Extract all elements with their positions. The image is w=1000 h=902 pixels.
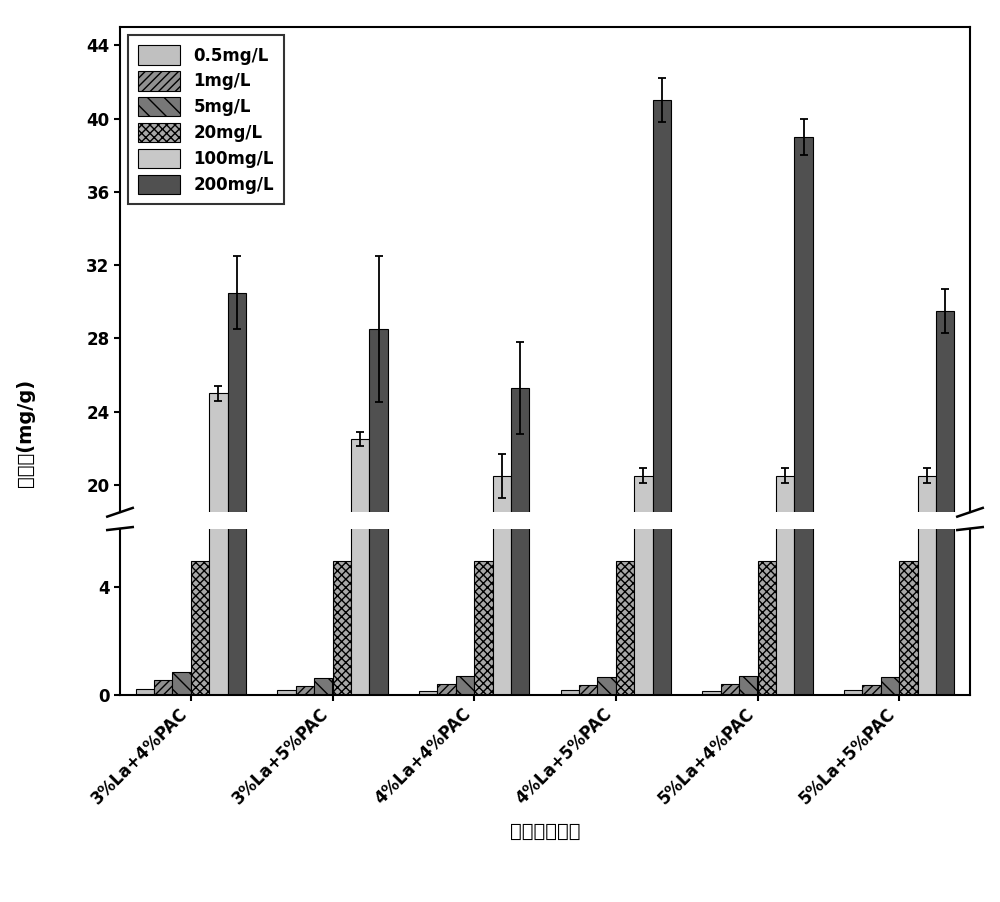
Bar	[209, 25, 228, 695]
Bar	[899, 759, 918, 851]
Bar	[437, 844, 456, 851]
Bar	[314, 840, 332, 851]
Bar	[794, 0, 813, 695]
Bar	[918, 146, 936, 695]
Bar	[296, 686, 314, 695]
Bar	[561, 848, 579, 851]
Bar	[172, 672, 191, 695]
Bar	[561, 690, 579, 695]
Bar	[758, 759, 776, 851]
Bar	[634, 146, 653, 695]
Bar	[154, 841, 172, 851]
Bar	[136, 689, 154, 695]
Bar	[493, 146, 511, 695]
Bar	[597, 839, 616, 851]
Bar	[936, 311, 954, 851]
Bar	[209, 393, 228, 851]
Bar	[456, 676, 474, 695]
Bar	[899, 561, 918, 695]
Bar	[881, 677, 899, 695]
Bar	[493, 475, 511, 851]
Bar	[369, 329, 388, 851]
Bar	[456, 838, 474, 851]
Bar	[862, 685, 881, 695]
Bar	[511, 17, 529, 695]
Bar	[579, 686, 597, 695]
Bar	[844, 848, 862, 851]
Bar	[419, 691, 437, 695]
Bar	[702, 848, 721, 851]
Bar	[776, 146, 794, 695]
Bar	[474, 759, 493, 851]
Bar	[191, 759, 209, 851]
Bar	[616, 759, 634, 851]
Bar	[918, 475, 936, 851]
X-axis label: 锶铝添加比例: 锶铝添加比例	[510, 822, 580, 841]
Bar	[616, 561, 634, 695]
Bar	[579, 844, 597, 851]
Bar	[332, 759, 351, 851]
Bar	[351, 92, 369, 695]
Bar	[721, 844, 739, 851]
Bar	[437, 685, 456, 695]
Bar	[351, 439, 369, 851]
Bar	[419, 848, 437, 851]
Bar	[936, 0, 954, 695]
Bar	[191, 561, 209, 695]
Bar	[228, 0, 246, 695]
Bar	[881, 839, 899, 851]
Bar	[653, 0, 671, 695]
Bar	[277, 848, 296, 851]
Bar	[702, 691, 721, 695]
Bar	[296, 845, 314, 851]
Bar	[136, 847, 154, 851]
Bar	[862, 844, 881, 851]
Bar	[369, 0, 388, 695]
Bar	[794, 137, 813, 851]
Text: 吸附量(mg/g): 吸附量(mg/g)	[15, 379, 34, 487]
Bar	[228, 292, 246, 851]
Bar	[653, 100, 671, 851]
Bar	[721, 685, 739, 695]
Bar	[314, 678, 332, 695]
Bar	[739, 839, 758, 851]
Bar	[776, 475, 794, 851]
Legend: 0.5mg/L, 1mg/L, 5mg/L, 20mg/L, 100mg/L, 200mg/L: 0.5mg/L, 1mg/L, 5mg/L, 20mg/L, 100mg/L, …	[128, 35, 284, 204]
Bar	[739, 676, 758, 695]
Bar	[332, 561, 351, 695]
Bar	[277, 690, 296, 695]
Bar	[844, 690, 862, 695]
Bar	[634, 475, 653, 851]
Bar	[154, 680, 172, 695]
Bar	[474, 561, 493, 695]
Bar	[172, 835, 191, 851]
Bar	[597, 677, 616, 695]
Bar	[511, 388, 529, 851]
Bar	[758, 561, 776, 695]
